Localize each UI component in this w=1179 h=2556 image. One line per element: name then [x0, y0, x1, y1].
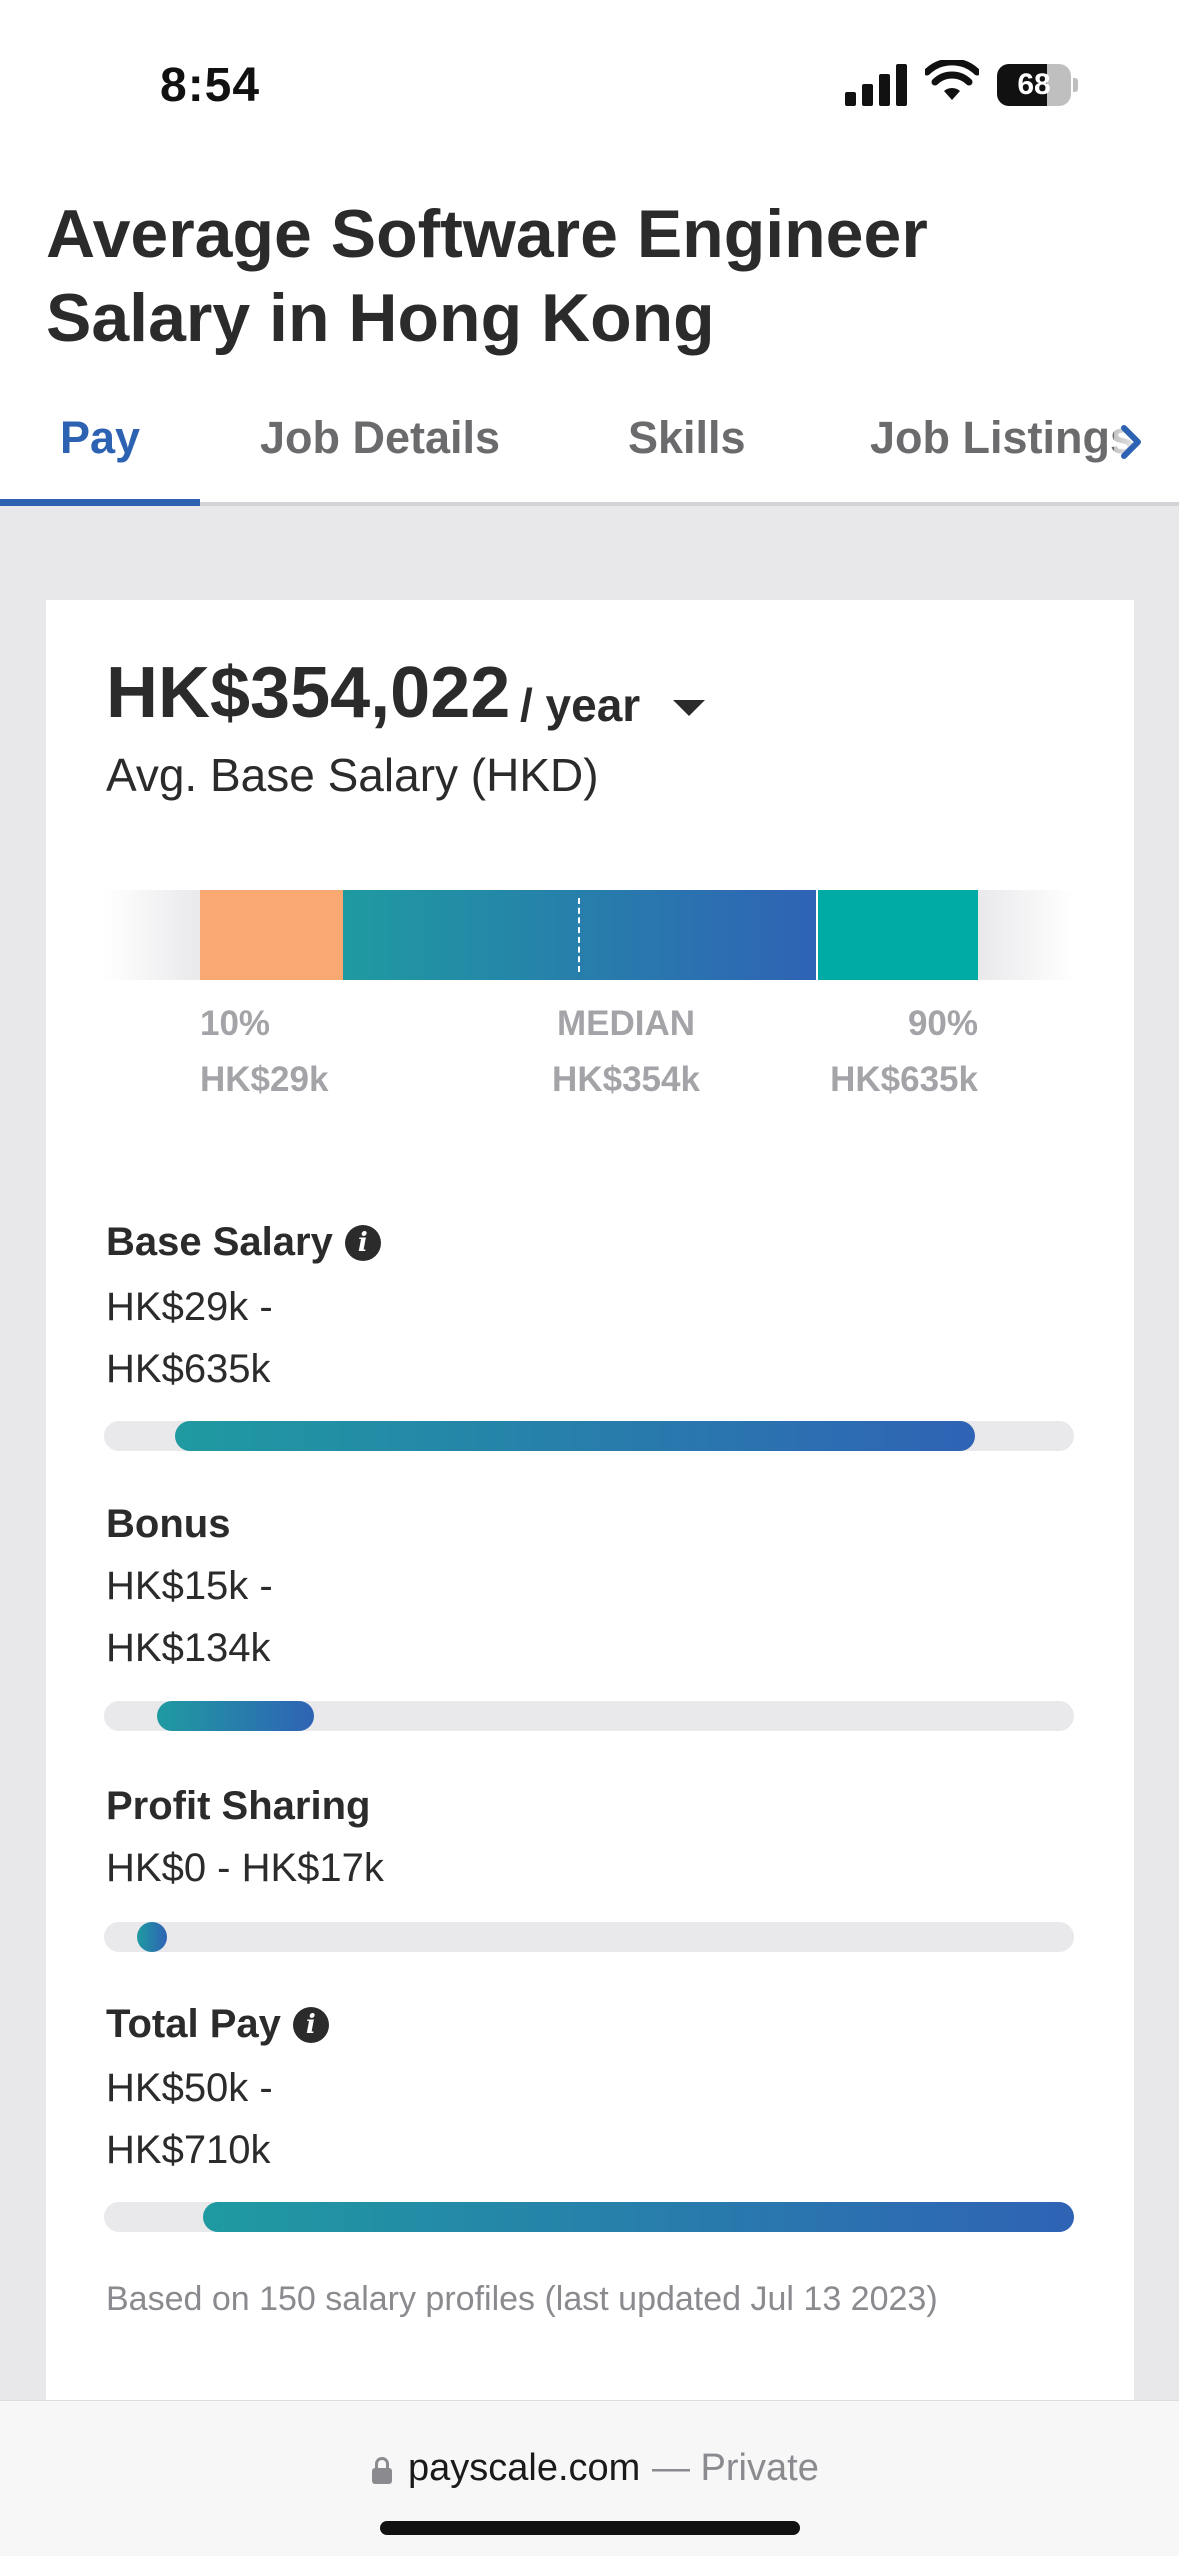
- avg-salary-label: Avg. Base Salary (HKD): [106, 749, 599, 801]
- info-icon[interactable]: i: [292, 2007, 329, 2043]
- base-salary-range-line2: HK$635k: [106, 1347, 271, 1391]
- p10-label: 10%: [200, 1004, 271, 1043]
- median-label: MEDIAN: [556, 1004, 696, 1043]
- browser-privacy-label: — Private: [652, 2447, 819, 2489]
- browser-address-bar[interactable]: payscale.com — Private: [0, 2400, 1179, 2556]
- profit-sharing-range: HK$0 - HK$17k: [106, 1846, 384, 1890]
- total-pay-range: HK$50k - HK$710k: [106, 2057, 273, 2181]
- p10-value: HK$29k: [200, 1060, 329, 1099]
- total-pay-range-line2: HK$710k: [106, 2128, 271, 2172]
- base-salary-range-bar: [175, 1421, 975, 1451]
- base-salary-track: [104, 1421, 1074, 1451]
- p90-value: HK$635k: [830, 1060, 978, 1099]
- tab-job-listings[interactable]: Job Listings: [870, 412, 1136, 463]
- base-salary-row-title: Base Salary i: [106, 1220, 381, 1265]
- tab-job-details[interactable]: Job Details: [260, 412, 501, 463]
- distribution-segment-low: [200, 890, 343, 980]
- battery-level: 68: [1017, 68, 1051, 101]
- info-icon[interactable]: i: [344, 1225, 381, 1261]
- salary-distribution-bar: [104, 890, 1074, 980]
- browser-domain: payscale.com: [408, 2447, 641, 2489]
- tab-pay[interactable]: Pay: [60, 412, 141, 463]
- home-indicator: [380, 2521, 800, 2535]
- lock-icon: [372, 2457, 392, 2485]
- bonus-range-line1: HK$15k -: [106, 1564, 273, 1608]
- wifi-icon: [925, 60, 979, 100]
- footnote: Based on 150 salary profiles (last updat…: [106, 2280, 938, 2318]
- bonus-track: [104, 1701, 1074, 1731]
- tabs-scroll-right-icon[interactable]: [1114, 420, 1150, 464]
- total-pay-track: [104, 2202, 1074, 2232]
- bonus-range-line2: HK$134k: [106, 1626, 271, 1670]
- avg-salary-amount: HK$354,022: [106, 653, 511, 733]
- distribution-fade-left: [104, 890, 200, 980]
- distribution-fade-right: [978, 890, 1074, 980]
- tab-bar: Pay Job Details Skills Job Listings: [0, 390, 1179, 506]
- total-pay-row-title: Total Pay i: [106, 2002, 329, 2047]
- distribution-segment-high: [818, 890, 978, 980]
- caret-down-icon[interactable]: [673, 700, 705, 716]
- cellular-signal-icon: [845, 62, 907, 106]
- bonus-title: Bonus: [106, 1502, 231, 1546]
- total-pay-title: Total Pay: [106, 2002, 281, 2046]
- profit-sharing-track: [104, 1922, 1074, 1952]
- battery-fill: [997, 64, 1048, 106]
- active-tab-indicator: [0, 499, 200, 506]
- battery-icon: 68: [997, 64, 1079, 106]
- median-marker: [578, 898, 580, 972]
- base-salary-title: Base Salary: [106, 1220, 333, 1264]
- pay-period-selector[interactable]: / year: [520, 679, 641, 731]
- profit-sharing-range-bar: [136, 1922, 167, 1952]
- base-salary-range: HK$29k - HK$635k: [106, 1276, 273, 1400]
- base-salary-range-line1: HK$29k -: [106, 1285, 273, 1329]
- bonus-range-bar: [156, 1701, 314, 1731]
- bonus-range: HK$15k - HK$134k: [106, 1555, 273, 1679]
- profit-sharing-title: Profit Sharing: [106, 1784, 371, 1828]
- median-value: HK$354k: [552, 1060, 700, 1099]
- pay-card: HK$354,022 / year Avg. Base Salary (HKD)…: [46, 600, 1134, 2400]
- total-pay-range-line1: HK$50k -: [106, 2066, 273, 2110]
- total-pay-range-bar: [202, 2202, 1074, 2232]
- status-bar: 8:54 68: [0, 0, 1179, 150]
- tab-skills[interactable]: Skills: [628, 412, 746, 463]
- p90-label: 90%: [907, 1004, 978, 1043]
- status-time: 8:54: [160, 59, 261, 112]
- page-title: Average Software Engineer Salary in Hong…: [46, 196, 928, 356]
